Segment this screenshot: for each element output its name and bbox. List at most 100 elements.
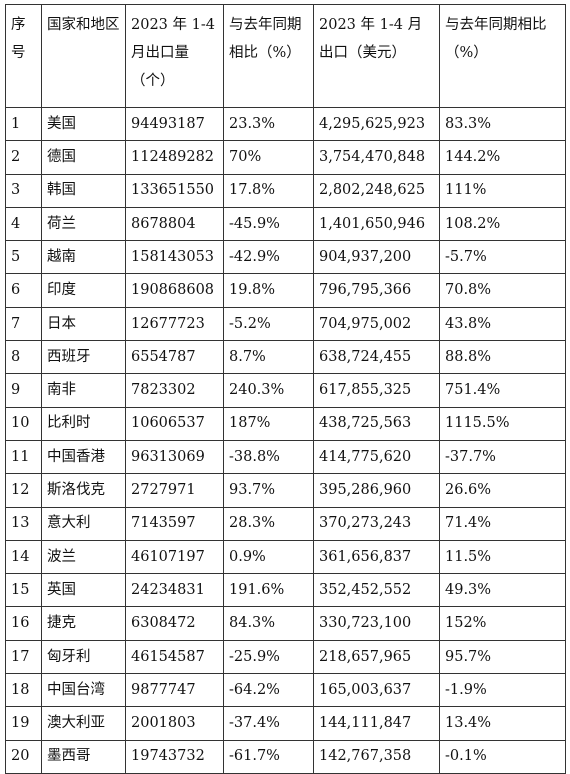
- cell-value-usd: 165,003,637: [313, 673, 440, 708]
- cell-country: 越南: [41, 240, 126, 275]
- cell-index: 15: [5, 573, 42, 608]
- table-header-row: 序号 国家和地区 2023 年 1-4 月出口量（个） 与去年同期相比（%） 2…: [5, 4, 566, 108]
- cell-quantity-change: 23.3%: [223, 106, 314, 142]
- table-row: 16 捷克 6308472 84.3% 330,723,100 152%: [5, 606, 566, 641]
- cell-quantity-change: -37.4%: [223, 706, 314, 741]
- table-body: 1 美国 94493187 23.3% 4,295,625,923 83.3% 2 德国 112…: [5, 106, 566, 774]
- cell-value-usd: 2,802,248,625: [313, 173, 440, 208]
- cell-quantity: 10606537: [125, 406, 224, 441]
- table-row: 14 波兰 46107197 0.9% 361,656,837 11.5%: [5, 539, 566, 575]
- cell-index: 10: [5, 406, 42, 441]
- header-value-change: 与去年同期相比（%）: [439, 4, 566, 108]
- table-row: 17 匈牙利 46154587 -25.9% 218,657,965 95.7%: [5, 639, 566, 675]
- table-row: 3 韩国 133651550 17.8% 2,802,248,625 111%: [5, 173, 566, 208]
- table-row: 5 越南 158143053 -42.9% 904,937,200 -5.7%: [5, 240, 566, 275]
- cell-value-usd: 330,723,100: [313, 606, 440, 641]
- cell-value-usd: 395,286,960: [313, 473, 440, 508]
- cell-quantity: 133651550: [125, 173, 224, 208]
- cell-quantity: 6554787: [125, 340, 224, 375]
- cell-country: 中国台湾: [41, 673, 126, 708]
- cell-quantity: 8678804: [125, 206, 224, 242]
- cell-quantity: 112489282: [125, 140, 224, 175]
- table-row: 11 中国香港 96313069 -38.8% 414,775,620 -37.7%: [5, 439, 566, 475]
- cell-quantity: 190868608: [125, 273, 224, 308]
- table-row: 8 西班牙 6554787 8.7% 638,724,455 88.8%: [5, 340, 566, 375]
- cell-country: 韩国: [41, 173, 126, 208]
- cell-quantity: 46107197: [125, 539, 224, 575]
- cell-index: 16: [5, 606, 42, 641]
- cell-quantity-change: 187%: [223, 406, 314, 441]
- cell-country: 墨西哥: [41, 739, 126, 774]
- cell-value-change: 111%: [439, 173, 566, 208]
- cell-value-usd: 218,657,965: [313, 639, 440, 675]
- cell-value-usd: 414,775,620: [313, 439, 440, 475]
- cell-value-change: -5.7%: [439, 240, 566, 275]
- cell-quantity: 2001803: [125, 706, 224, 741]
- cell-country: 美国: [41, 106, 126, 142]
- cell-quantity: 7143597: [125, 506, 224, 541]
- table-row: 2 德国 112489282 70% 3,754,470,848 144.2%: [5, 140, 566, 175]
- cell-country: 英国: [41, 573, 126, 608]
- cell-country: 日本: [41, 306, 126, 342]
- cell-country: 南非: [41, 373, 126, 408]
- cell-quantity: 94493187: [125, 106, 224, 142]
- cell-value-change: 152%: [439, 606, 566, 641]
- cell-quantity-change: -61.7%: [223, 739, 314, 774]
- cell-value-change: 13.4%: [439, 706, 566, 741]
- table-row: 6 印度 190868608 19.8% 796,795,366 70.8%: [5, 273, 566, 308]
- cell-index: 12: [5, 473, 42, 508]
- cell-quantity-change: 240.3%: [223, 373, 314, 408]
- cell-value-change: 26.6%: [439, 473, 566, 508]
- cell-country: 捷克: [41, 606, 126, 641]
- cell-country: 印度: [41, 273, 126, 308]
- cell-value-usd: 370,273,243: [313, 506, 440, 541]
- cell-value-usd: 142,767,358: [313, 739, 440, 774]
- table-row: 19 澳大利亚 2001803 -37.4% 144,111,847 13.4%: [5, 706, 566, 741]
- cell-country: 比利时: [41, 406, 126, 441]
- cell-value-usd: 352,452,552: [313, 573, 440, 608]
- cell-value-usd: 4,295,625,923: [313, 106, 440, 142]
- cell-value-change: 95.7%: [439, 639, 566, 675]
- cell-value-change: 144.2%: [439, 140, 566, 175]
- export-table: 序号 国家和地区 2023 年 1-4 月出口量（个） 与去年同期相比（%） 2…: [5, 4, 566, 774]
- cell-value-change: 751.4%: [439, 373, 566, 408]
- cell-country: 意大利: [41, 506, 126, 541]
- cell-value-usd: 704,975,002: [313, 306, 440, 342]
- cell-value-change: -1.9%: [439, 673, 566, 708]
- cell-quantity: 6308472: [125, 606, 224, 641]
- cell-value-change: 83.3%: [439, 106, 566, 142]
- cell-country: 西班牙: [41, 340, 126, 375]
- cell-index: 20: [5, 739, 42, 774]
- cell-quantity-change: 0.9%: [223, 539, 314, 575]
- cell-index: 17: [5, 639, 42, 675]
- cell-quantity-change: 8.7%: [223, 340, 314, 375]
- cell-quantity-change: 191.6%: [223, 573, 314, 608]
- header-value-usd: 2023 年 1-4 月出口（美元）: [313, 4, 440, 108]
- cell-value-usd: 904,937,200: [313, 240, 440, 275]
- cell-value-usd: 796,795,366: [313, 273, 440, 308]
- cell-country: 德国: [41, 140, 126, 175]
- cell-value-usd: 1,401,650,946: [313, 206, 440, 242]
- header-country: 国家和地区: [41, 4, 126, 108]
- cell-quantity: 9877747: [125, 673, 224, 708]
- cell-quantity-change: 93.7%: [223, 473, 314, 508]
- cell-value-usd: 617,855,325: [313, 373, 440, 408]
- cell-country: 荷兰: [41, 206, 126, 242]
- table-row: 20 墨西哥 19743732 -61.7% 142,767,358 -0.1%: [5, 739, 566, 774]
- table-row: 9 南非 7823302 240.3% 617,855,325 751.4%: [5, 373, 566, 408]
- cell-value-change: 71.4%: [439, 506, 566, 541]
- table-row: 18 中国台湾 9877747 -64.2% 165,003,637 -1.9%: [5, 673, 566, 708]
- cell-value-change: 88.8%: [439, 340, 566, 375]
- cell-country: 澳大利亚: [41, 706, 126, 741]
- cell-country: 斯洛伐克: [41, 473, 126, 508]
- cell-index: 14: [5, 539, 42, 575]
- cell-value-change: 1115.5%: [439, 406, 566, 441]
- cell-quantity-change: 28.3%: [223, 506, 314, 541]
- table-row: 12 斯洛伐克 2727971 93.7% 395,286,960 26.6%: [5, 473, 566, 508]
- cell-index: 4: [5, 206, 42, 242]
- cell-country: 中国香港: [41, 439, 126, 475]
- cell-value-change: 49.3%: [439, 573, 566, 608]
- cell-value-usd: 438,725,563: [313, 406, 440, 441]
- table-row: 15 英国 24234831 191.6% 352,452,552 49.3%: [5, 573, 566, 608]
- cell-index: 13: [5, 506, 42, 541]
